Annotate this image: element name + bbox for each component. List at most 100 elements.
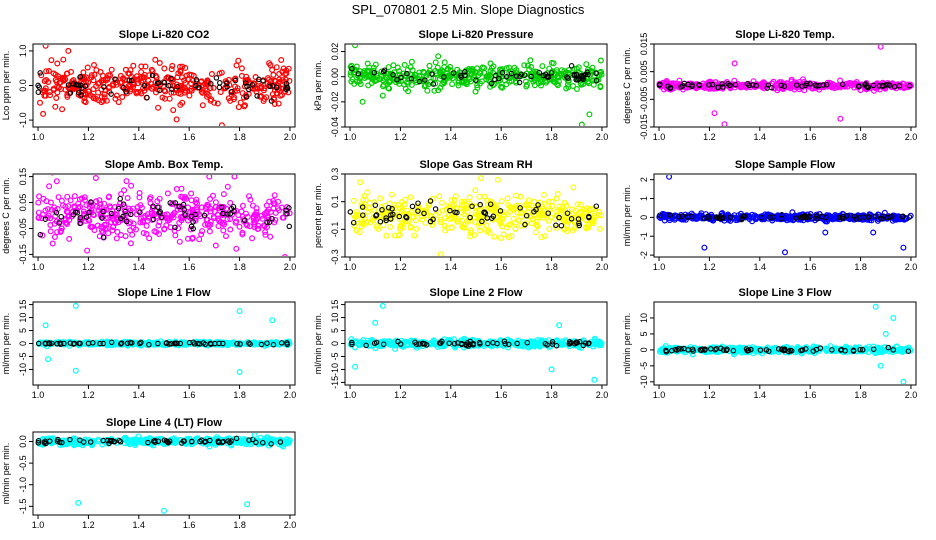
data-point (739, 81, 746, 88)
reference-point (778, 82, 785, 89)
reference-point (676, 214, 682, 220)
reference-point (118, 215, 124, 222)
reference-point (85, 340, 92, 347)
x-tick-label: 2.0 (905, 390, 918, 400)
outlier-point (877, 362, 884, 369)
data-point (144, 211, 151, 218)
data-point (597, 57, 604, 64)
chart-panel: Slope Gas Stream RH1.0 1.2 1.4 1.6 1.8 2.0-0.… (313, 159, 608, 272)
data-point (169, 212, 176, 219)
reference-point (394, 76, 400, 83)
data-point (113, 235, 120, 242)
data-point (130, 62, 137, 69)
data-point (556, 206, 563, 213)
data-point (400, 224, 407, 231)
data-point (870, 87, 877, 94)
reference-point (136, 340, 143, 347)
reference-point (397, 341, 404, 347)
data-point (570, 184, 577, 191)
data-point (263, 94, 270, 101)
x-tick-label: 1.0 (653, 262, 666, 272)
data-point (93, 198, 100, 205)
reference-point (75, 82, 81, 88)
data-point (43, 68, 50, 75)
chart-title: Slope Amb. Box Temp. (105, 159, 224, 171)
reference-point (870, 82, 877, 89)
reference-point (906, 83, 913, 89)
reference-point (548, 70, 555, 76)
reference-point (35, 340, 42, 347)
data-point (181, 195, 188, 202)
data-point (124, 195, 131, 202)
reference-point (150, 216, 157, 223)
data-point (401, 201, 408, 208)
reference-point (144, 94, 150, 101)
data-point (220, 191, 227, 198)
data-point (46, 88, 53, 95)
data-point (231, 94, 238, 101)
data-point (465, 74, 472, 81)
x-tick-label: 2.0 (284, 520, 297, 530)
plot-frame (32, 431, 296, 516)
y-tick-label: 0.0 (18, 435, 28, 448)
y-axis-label: ml/min per min. (622, 313, 632, 375)
reference-point (188, 213, 195, 220)
reference-point (166, 341, 172, 347)
reference-point (689, 83, 695, 90)
x-tick-label: 1.8 (545, 262, 558, 272)
data-point (455, 79, 462, 86)
x-tick-label: 1.0 (32, 390, 45, 400)
reference-point (506, 341, 512, 348)
reference-point (35, 89, 42, 95)
reference-point (732, 81, 739, 88)
reference-point (427, 198, 434, 204)
data-point (484, 228, 491, 235)
reference-point (665, 83, 671, 89)
outlier-point (822, 229, 829, 236)
outlier-point (269, 317, 276, 324)
data-point (401, 61, 408, 68)
reference-point (254, 93, 260, 99)
data-point (262, 229, 269, 236)
data-point (365, 82, 372, 89)
y-axis-label: ml/min per min. (1, 313, 11, 375)
x-tick-label: 2.0 (284, 132, 297, 142)
reference-point (469, 203, 475, 210)
data-point (507, 68, 514, 75)
data-point (512, 192, 519, 199)
x-tick-label: 2.0 (284, 262, 297, 272)
data-point (46, 92, 53, 99)
data-point (134, 203, 141, 210)
reference-point (77, 214, 84, 221)
reference-point (172, 224, 178, 231)
outlier-point (206, 175, 213, 180)
reference-point (156, 209, 162, 216)
data-point (498, 198, 505, 205)
y-tick-label: 0 (639, 347, 649, 352)
data-point (485, 227, 492, 234)
data-point (178, 217, 185, 224)
reference-point (65, 82, 72, 88)
data-point (162, 88, 169, 95)
reference-point (905, 348, 912, 354)
data-point (461, 205, 468, 212)
y-tick-label: -0.1 (330, 222, 340, 238)
y-axis-label: percent per min. (313, 183, 323, 248)
reference-point (814, 216, 820, 222)
reference-point (880, 83, 886, 90)
reference-point (690, 348, 696, 354)
y-tick-label: -10 (639, 375, 649, 388)
reference-point (432, 206, 439, 212)
data-point (538, 234, 545, 241)
reference-point (864, 84, 871, 90)
data-point (160, 82, 167, 89)
data-point (137, 75, 144, 82)
data-point (175, 225, 182, 232)
data-point (746, 216, 753, 223)
reference-point (503, 73, 510, 80)
reference-point (267, 83, 273, 90)
data-point (499, 215, 506, 222)
data-point (350, 197, 357, 204)
reference-point (523, 212, 530, 219)
